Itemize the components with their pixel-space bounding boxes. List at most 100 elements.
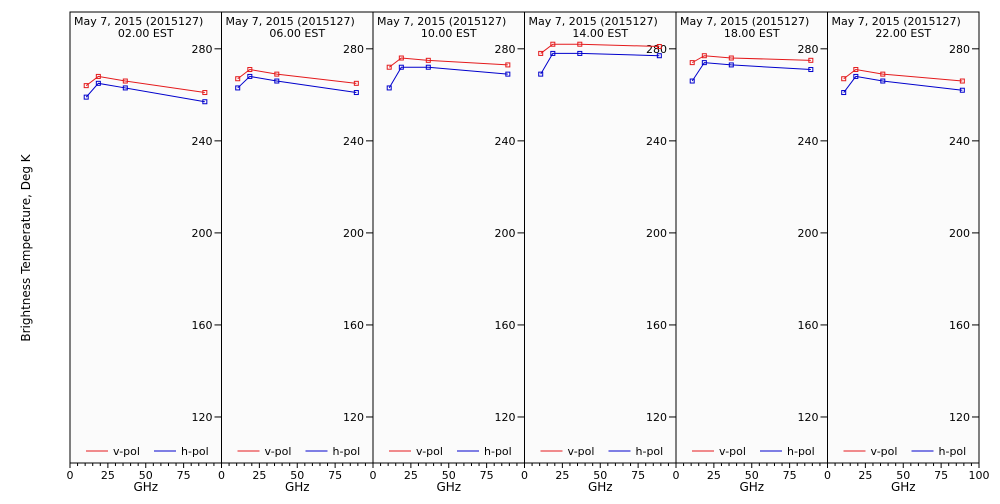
legend-label-h-pol: h-pol: [484, 445, 512, 458]
chart-title: May 7, 2015 (2015127): [377, 15, 506, 28]
series-line-v-pol: [237, 68, 357, 84]
x-axis-label: GHz: [739, 480, 764, 494]
data-point-h-pol: [689, 78, 695, 84]
data-point-v-pol: [386, 64, 392, 70]
legend-label-h-pol: h-pol: [333, 445, 361, 458]
y-tick-label: 240: [949, 135, 970, 148]
x-tick-label: 100: [969, 469, 990, 482]
y-tick-label: 160: [192, 319, 213, 332]
series-line-h-pol: [85, 82, 205, 103]
data-point-v-pol: [425, 57, 431, 63]
x-tick-label: 0: [218, 469, 225, 482]
x-tick-label: 75: [480, 469, 494, 482]
data-point-v-pol: [656, 44, 662, 50]
data-point-h-pol: [841, 90, 847, 96]
data-point-h-pol: [247, 73, 253, 79]
chart-subtitle: 18.00 EST: [724, 27, 780, 40]
y-tick-label: 280: [192, 43, 213, 56]
y-tick-label: 280: [495, 43, 516, 56]
x-tick-label: 75: [177, 469, 191, 482]
x-tick-label: 75: [783, 469, 797, 482]
data-point-h-pol: [122, 85, 128, 91]
chart-title: May 7, 2015 (2015127): [680, 15, 809, 28]
series-line-v-pol: [388, 57, 508, 68]
series-line-v-pol: [540, 43, 660, 54]
x-axis-label: GHz: [285, 480, 310, 494]
y-tick-label: 160: [798, 319, 819, 332]
x-tick-label: 75: [328, 469, 342, 482]
x-tick-label: 50: [745, 469, 759, 482]
legend-label-v-pol: v-pol: [719, 445, 746, 458]
chart-subtitle: 02.00 EST: [118, 27, 174, 40]
y-tick-label: 240: [646, 135, 667, 148]
x-tick-label: 0: [673, 469, 680, 482]
data-point-h-pol: [386, 85, 392, 91]
series-line-v-pol: [691, 55, 811, 64]
data-point-v-pol: [538, 50, 544, 56]
x-axis-label: GHz: [588, 480, 613, 494]
chart-panel-6: May 7, 2015 (2015127)22.00 EST 120 160 200 2…: [824, 11, 990, 494]
data-point-v-pol: [880, 71, 886, 77]
data-point-h-pol: [83, 94, 89, 100]
y-tick-label: 240: [495, 135, 516, 148]
data-point-h-pol: [425, 64, 431, 70]
data-point-v-pol: [235, 76, 241, 82]
data-point-v-pol: [808, 57, 814, 63]
x-axis-label: GHz: [133, 480, 158, 494]
x-tick-label: 50: [593, 469, 607, 482]
x-tick-label: 25: [404, 469, 418, 482]
data-point-h-pol: [853, 73, 859, 79]
y-tick-label: 160: [949, 319, 970, 332]
chart-title: May 7, 2015 (2015127): [832, 15, 961, 28]
data-point-h-pol: [880, 78, 886, 84]
y-tick-label: 200: [798, 227, 819, 240]
data-point-v-pol: [728, 55, 734, 61]
data-point-v-pol: [95, 73, 101, 79]
chart-subtitle: 22.00 EST: [875, 27, 931, 40]
x-tick-label: 50: [896, 469, 910, 482]
y-tick-label: 200: [343, 227, 364, 240]
legend-label-h-pol: h-pol: [787, 445, 815, 458]
chart-panel-1: May 7, 2015 (2015127)02.00 EST 120 160 200 2…: [67, 11, 222, 494]
data-point-h-pol: [95, 80, 101, 86]
chart-title: May 7, 2015 (2015127): [74, 15, 203, 28]
series-line-v-pol: [85, 75, 205, 94]
x-tick-label: 25: [101, 469, 115, 482]
plot-frame: [827, 11, 980, 464]
data-point-v-pol: [122, 78, 128, 84]
chart-subtitle: 06.00 EST: [269, 27, 325, 40]
data-point-v-pol: [202, 90, 208, 96]
series-line-h-pol: [540, 52, 660, 75]
x-tick-label: 25: [707, 469, 721, 482]
y-tick-label: 200: [646, 227, 667, 240]
data-point-v-pol: [577, 41, 583, 47]
series-line-h-pol: [843, 75, 963, 93]
x-axis-label: GHz: [891, 480, 916, 494]
chart-panel-3: May 7, 2015 (2015127)10.00 EST 120 160 200 2…: [370, 11, 525, 494]
series-line-h-pol: [388, 66, 508, 89]
x-tick-label: 25: [858, 469, 872, 482]
x-tick-label: 75: [631, 469, 645, 482]
y-tick-label: 240: [798, 135, 819, 148]
x-tick-label: 50: [290, 469, 304, 482]
plot-frame: [675, 11, 828, 464]
x-tick-label: 75: [934, 469, 948, 482]
data-point-v-pol: [550, 41, 556, 47]
series-line-v-pol: [843, 68, 963, 82]
y-tick-label: 160: [495, 319, 516, 332]
y-tick-label: 160: [343, 319, 364, 332]
x-tick-label: 25: [252, 469, 266, 482]
y-tick-label: 160: [646, 319, 667, 332]
data-point-h-pol: [538, 71, 544, 77]
y-tick-label: 280: [646, 43, 667, 56]
data-point-h-pol: [398, 64, 404, 70]
y-tick-label: 240: [192, 135, 213, 148]
x-tick-label: 0: [370, 469, 377, 482]
plot-frame: [221, 11, 374, 464]
data-point-v-pol: [247, 67, 253, 73]
data-point-h-pol: [656, 53, 662, 59]
data-point-h-pol: [728, 62, 734, 68]
data-point-h-pol: [577, 50, 583, 56]
y-tick-label: 120: [798, 411, 819, 424]
